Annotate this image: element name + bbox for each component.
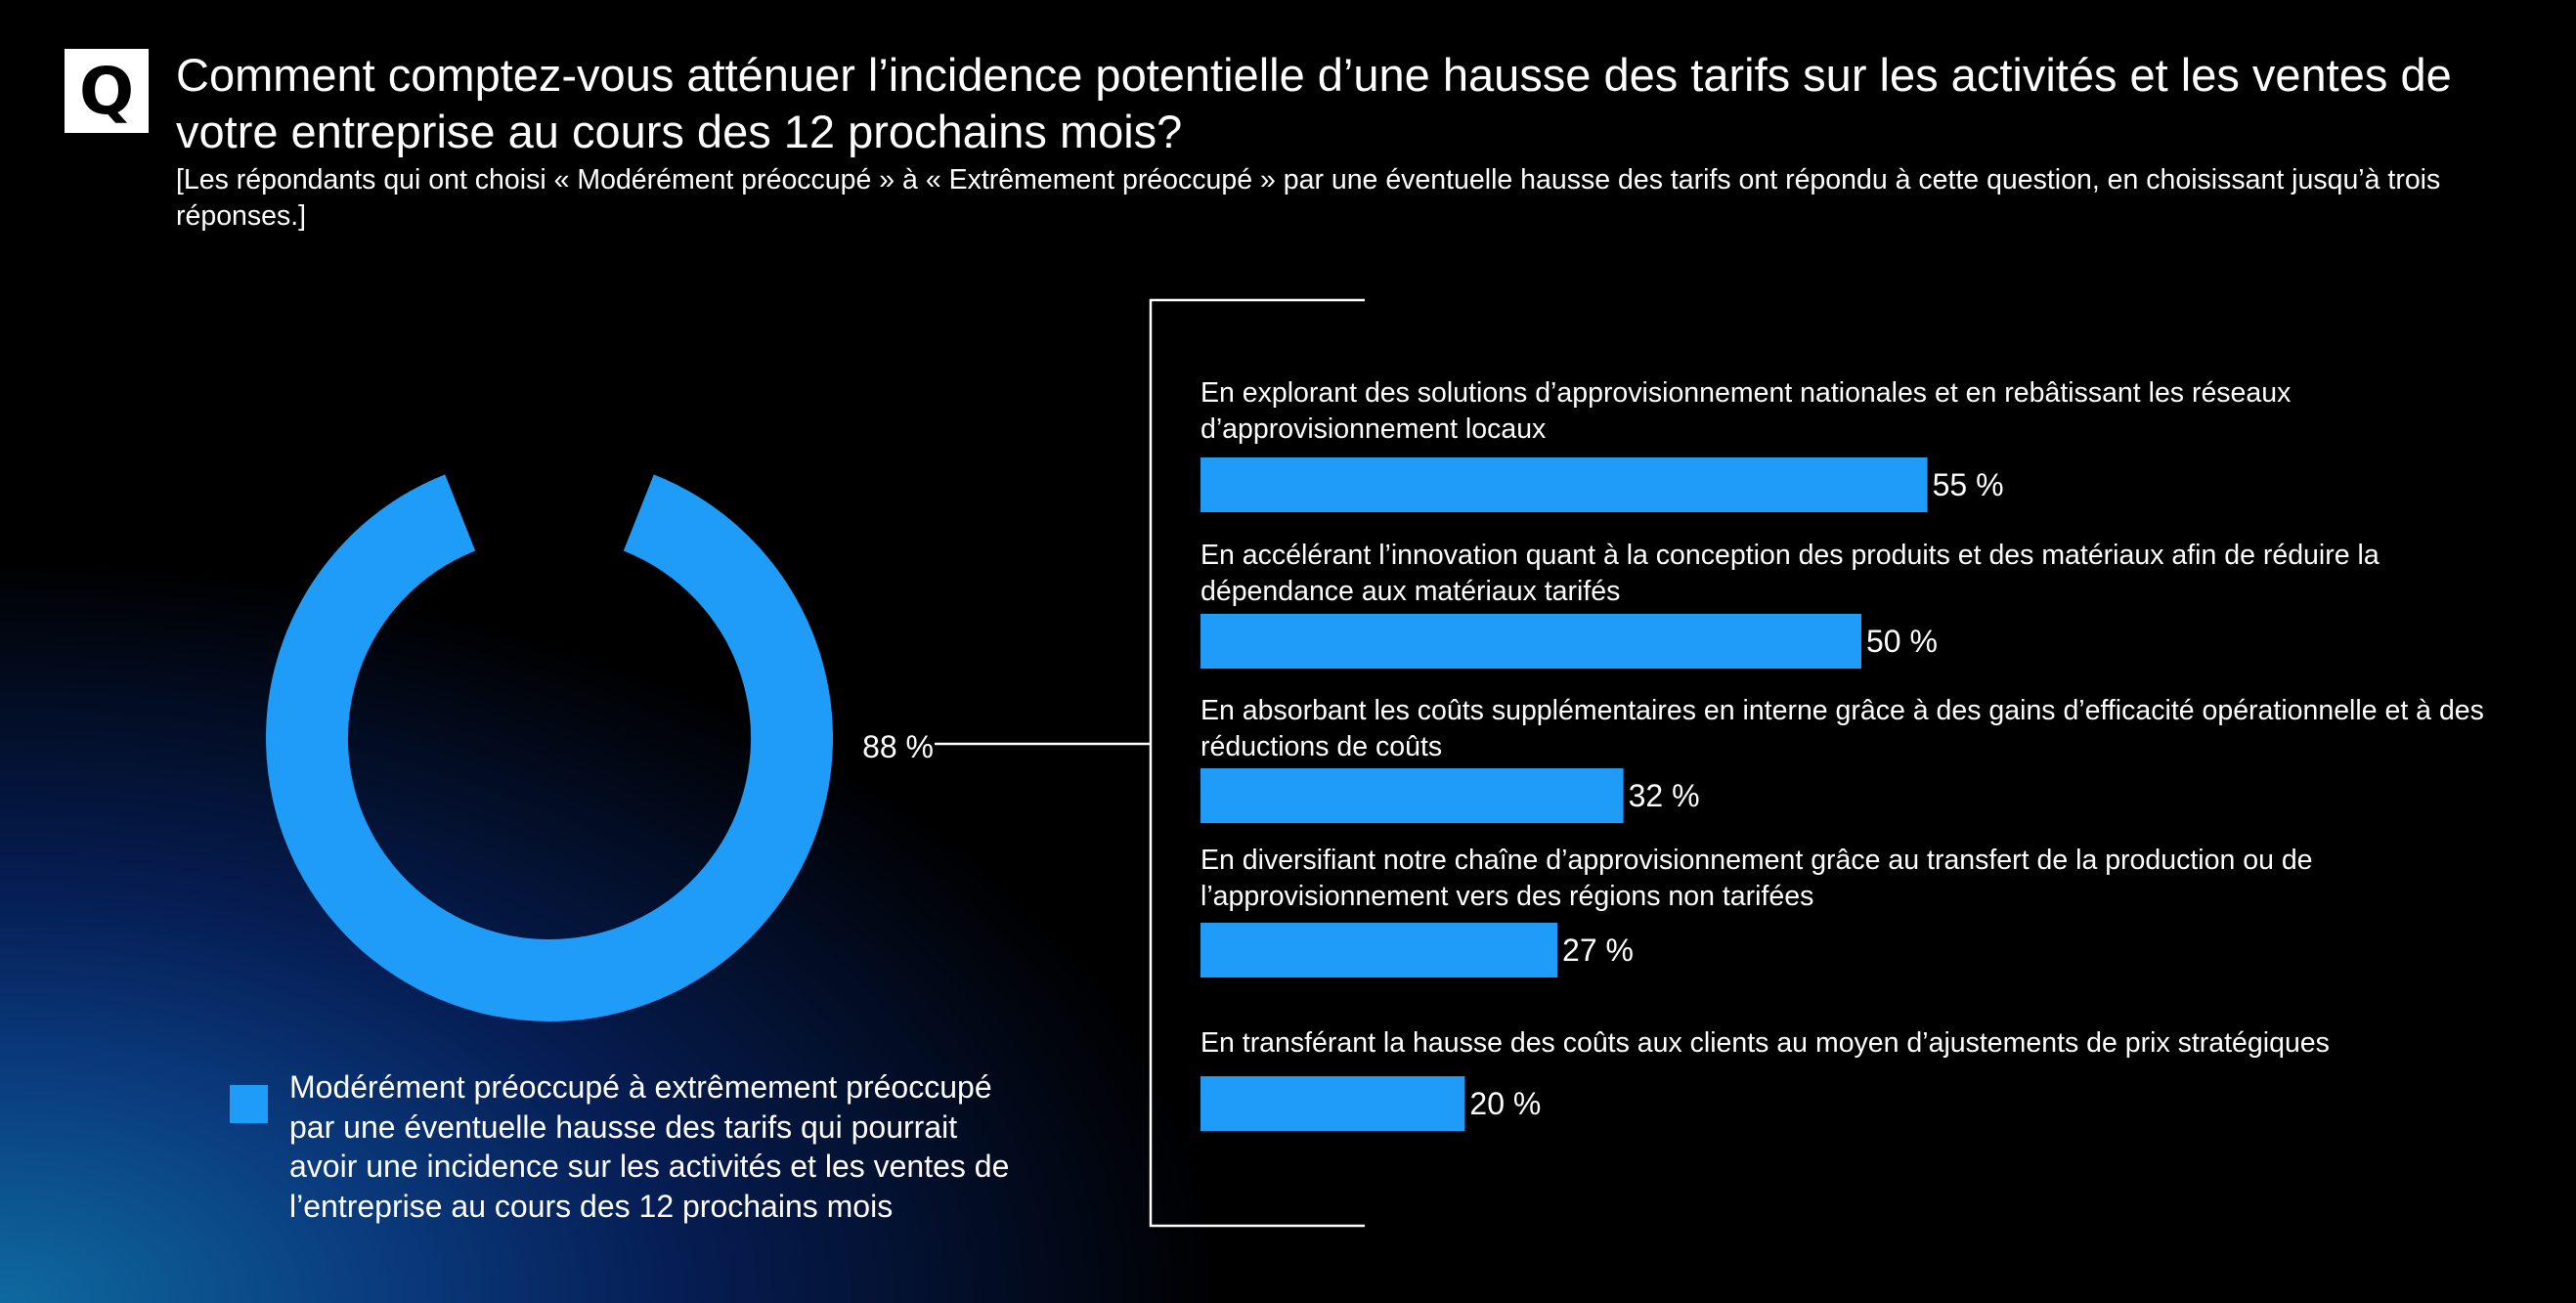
legend-swatch (230, 1085, 268, 1123)
bar-group-bracket (1149, 298, 1365, 1228)
bar (1201, 457, 1928, 512)
donut-slice (266, 474, 833, 1021)
bar-category-label: En absorbant les coûts supplémentaires e… (1201, 695, 2484, 762)
bar (1201, 1076, 1465, 1131)
question-badge: Q (65, 49, 149, 133)
bar-series: 55 % 50 % 32 % 27 % 20 % (1201, 457, 2004, 1131)
donut-value-label: 88 % (862, 729, 934, 764)
bar-category-label: En explorant des solutions d’approvision… (1201, 377, 2292, 445)
bar-category-label: En accélérant l’innovation quant à la co… (1201, 540, 2380, 607)
bar-value-label: 20 % (1469, 1086, 1541, 1121)
bar-category-label: En diversifiant notre chaîne d’approvisi… (1201, 845, 2313, 912)
bar-value-label: 32 % (1629, 778, 1700, 813)
bar-value-label: 50 % (1866, 624, 1938, 659)
page-subtitle: [Les répondants qui ont choisi « Modérém… (176, 164, 2441, 232)
bar-value-label: 55 % (1933, 467, 2004, 502)
bar (1201, 923, 1558, 977)
bar-value-label: 27 % (1562, 933, 1634, 968)
legend-label: Modérément préoccupé à extrêmement préoc… (289, 1069, 1010, 1224)
bar (1201, 768, 1624, 823)
bar (1201, 614, 1861, 669)
page-title: Comment comptez-vous atténuer l’incidenc… (176, 49, 2452, 157)
bar-category-label: En transférant la hausse des coûts aux c… (1201, 1027, 2330, 1059)
